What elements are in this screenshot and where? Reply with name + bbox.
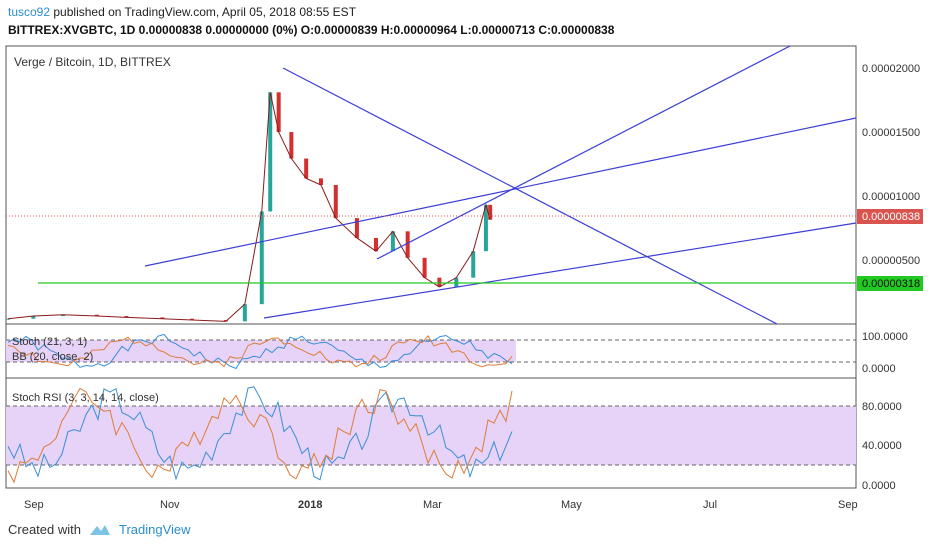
candle bbox=[471, 251, 476, 278]
stoch-k-line bbox=[7, 333, 513, 370]
x-tick-label: Jul bbox=[703, 499, 717, 511]
stoch-title: Stoch (21, 3, 1) bbox=[12, 336, 87, 348]
candle bbox=[333, 185, 338, 219]
chart-svg[interactable]: Verge / Bitcoin, 1D, BITTREX Stoch (21, … bbox=[0, 44, 932, 514]
candle bbox=[304, 158, 309, 179]
stoch-band bbox=[6, 340, 516, 362]
candle bbox=[483, 204, 488, 252]
candle bbox=[405, 231, 410, 258]
created-with-label: Created with bbox=[8, 522, 81, 537]
x-tick-label: Sep bbox=[838, 499, 858, 511]
candle bbox=[437, 277, 442, 287]
tradingview-logo-icon bbox=[89, 524, 110, 535]
candle bbox=[454, 277, 459, 287]
x-tick-label: Sep bbox=[24, 499, 44, 511]
x-tick-label: Nov bbox=[160, 499, 180, 511]
candle bbox=[422, 257, 427, 278]
candle bbox=[6, 318, 10, 320]
tradingview-link[interactable]: TradingView bbox=[118, 522, 191, 537]
stoch-d-line bbox=[7, 335, 513, 368]
stochrsi-band bbox=[6, 406, 856, 465]
main-pane bbox=[5, 45, 857, 325]
stoch-y-tick: 100.0000 bbox=[862, 331, 908, 343]
price-line bbox=[7, 92, 491, 322]
candle bbox=[289, 132, 294, 159]
candle bbox=[354, 218, 359, 238]
candle bbox=[189, 318, 194, 321]
candle bbox=[60, 314, 65, 317]
trendline-up-lower[interactable] bbox=[263, 222, 857, 319]
candle bbox=[373, 237, 378, 252]
symbol-ohlc: BITTREX:XVGBTC, 1D 0.00000838 0.00000000… bbox=[8, 23, 615, 37]
stochrsi-d-line bbox=[7, 387, 513, 484]
trendline-up-upper[interactable] bbox=[144, 117, 857, 267]
stochrsi-title: Stoch RSI (3, 3, 14, 14, close) bbox=[12, 392, 159, 404]
candle bbox=[242, 304, 247, 322]
last-price-label: 0.00000838 bbox=[862, 211, 920, 223]
candle bbox=[276, 92, 281, 133]
stoch-y-tick: 0.0000 bbox=[862, 363, 896, 375]
candle bbox=[268, 92, 273, 212]
author-link[interactable]: tusco92 bbox=[8, 5, 51, 19]
candle bbox=[31, 316, 36, 319]
x-tick-label: Mar bbox=[423, 499, 442, 511]
y-tick-label: 0.00001000 bbox=[862, 191, 920, 203]
y-tick-label: 0.00001500 bbox=[862, 127, 920, 139]
x-tick-label: 2018 bbox=[298, 499, 322, 511]
candle bbox=[390, 231, 395, 252]
trendline-steep[interactable] bbox=[376, 45, 791, 260]
support-label: 0.00000318 bbox=[862, 278, 920, 290]
support-badge bbox=[857, 276, 923, 291]
main-title: Verge / Bitcoin, 1D, BITTREX bbox=[14, 55, 171, 69]
x-tick-label: May bbox=[561, 499, 582, 511]
footer: Created with TradingView bbox=[8, 522, 191, 537]
stochrsi-k-line bbox=[7, 386, 513, 481]
candle bbox=[318, 178, 323, 185]
candle bbox=[94, 314, 99, 317]
stochrsi-y-tick: 0.0000 bbox=[862, 480, 896, 492]
stochrsi-y-tick: 80.0000 bbox=[862, 401, 902, 413]
published-text: published on TradingView.com, April 05, … bbox=[53, 5, 357, 19]
trendline-down[interactable] bbox=[282, 67, 778, 325]
candle bbox=[259, 211, 264, 305]
candle bbox=[488, 204, 493, 220]
last-price-badge bbox=[857, 209, 923, 224]
bb-title: BB (20, close, 2) bbox=[12, 351, 93, 363]
publish-info: tusco92 published on TradingView.com, Ap… bbox=[8, 5, 356, 19]
candle bbox=[160, 317, 165, 319]
y-tick-label: 0.00002000 bbox=[862, 63, 920, 75]
symbol-line: BITTREX:XVGBTC, 1D 0.00000838 0.00000000… bbox=[8, 23, 614, 37]
stochrsi-y-tick: 40.0000 bbox=[862, 440, 902, 452]
y-tick-label: 0.00000500 bbox=[862, 255, 920, 267]
trendlines[interactable] bbox=[144, 45, 857, 325]
candle bbox=[124, 316, 129, 318]
